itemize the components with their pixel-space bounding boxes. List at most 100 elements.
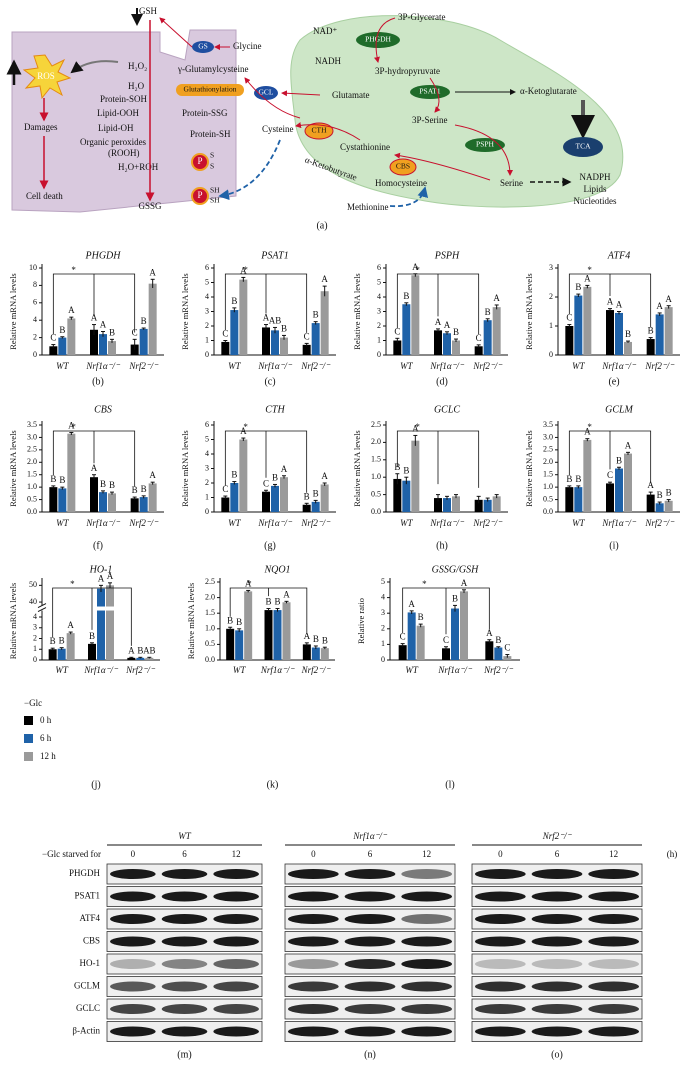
y-tick-label: 1: [381, 639, 385, 648]
y-tick-label: 0: [549, 350, 553, 359]
bar: [311, 323, 320, 355]
y-tick-label: 5: [377, 277, 381, 286]
label: Homocysteine: [375, 178, 427, 188]
bar: [393, 340, 402, 355]
y-tick-label: 4: [381, 592, 385, 601]
blot-band: [588, 869, 640, 879]
blot-band: [344, 1026, 396, 1037]
panel-label: (n): [364, 1049, 376, 1060]
significance-letter: A: [149, 267, 156, 277]
x-tick-label: Nrf2⁻/⁻: [128, 518, 159, 528]
x-tick-label: Nrf1α⁻/⁻: [257, 518, 292, 528]
bar: [262, 491, 270, 512]
significance-letter: A: [616, 300, 623, 310]
x-tick-label: Nrf1α⁻/⁻: [437, 665, 472, 675]
blot-band: [531, 936, 583, 947]
y-tick-label: 3: [377, 306, 381, 315]
western-blots: WT 0 6 12 (m) Nrf1α⁻/⁻ 0 6 12 (n) Nrf2⁻/⁻ 0 6 12 (o) −G…: [42, 831, 677, 1060]
x-tick-label: WT: [56, 518, 69, 528]
y-tick-label: 2.5: [371, 420, 381, 429]
time-label: 0: [131, 849, 136, 859]
label: PSAT1: [419, 87, 441, 96]
chart-title: PSPH: [434, 250, 460, 261]
blot-band: [213, 869, 259, 879]
y-tick-label: 0.0: [205, 655, 215, 664]
bar: [280, 337, 288, 355]
significance-letter: B: [50, 636, 56, 646]
bar: [442, 648, 450, 660]
label: Cysteine: [262, 124, 294, 134]
chart-title: CTH: [265, 404, 285, 415]
bar: [302, 344, 311, 355]
label: Protein-SOH: [100, 94, 148, 104]
label: Organic peroxides: [80, 137, 147, 147]
significance-letter: B: [281, 323, 287, 333]
y-tick-label: 1.5: [371, 455, 381, 464]
bar: [239, 439, 248, 512]
significance-letter: B: [313, 634, 319, 644]
y-tick-label: 2: [549, 292, 553, 301]
protein-icon: [191, 187, 209, 205]
label: CTH: [312, 126, 328, 135]
x-tick-label: Nrf2⁻/⁻: [300, 518, 331, 528]
arrow: [389, 186, 429, 208]
bar: [492, 307, 501, 355]
chart-title: PSAT1: [260, 250, 288, 261]
x-tick-label: Nrf2⁻/⁻: [472, 361, 503, 371]
enzyme: [410, 85, 450, 99]
label: 3P-Glycerate: [398, 12, 445, 22]
bar: [67, 318, 76, 355]
blot-band: [531, 981, 583, 992]
significance-letter: A: [100, 320, 107, 330]
label: H₂O₂: [128, 61, 147, 71]
glutathionylation-box: [176, 84, 244, 96]
significance-letter: B: [59, 325, 65, 335]
chart-title: ATF4: [607, 250, 630, 261]
bar: [239, 279, 248, 355]
comparison-bracket: [52, 587, 132, 646]
bar: [646, 494, 655, 512]
arrow: [244, 77, 301, 119]
bar: [460, 591, 468, 660]
panel-label: (c): [264, 376, 275, 387]
label: Cystathionine: [340, 142, 390, 152]
significance-letter: A: [444, 320, 451, 330]
blot-band: [531, 1026, 583, 1037]
blot-band: [109, 1004, 156, 1014]
arrow: [218, 139, 281, 200]
significance-letter: B: [272, 473, 278, 483]
comparison-bracket: [568, 273, 652, 328]
significance-letter: B: [100, 479, 106, 489]
y-tick-label: 5: [205, 434, 209, 443]
blot-band: [109, 936, 156, 947]
x-tick-label: Nrf2⁻/⁻: [472, 518, 503, 528]
bar: [583, 286, 592, 355]
y-tick-label: 0: [205, 350, 209, 359]
pathway-diagram: ROS GSH GS Glycine γ-Glutamylcysteine H₂…: [6, 6, 624, 231]
y-tick-label: 1: [377, 335, 381, 344]
significance-letter: A: [91, 463, 98, 473]
chart-title: NQO1: [263, 564, 290, 575]
bar: [230, 483, 239, 512]
label: SH: [210, 196, 220, 205]
panel-label: (f): [93, 540, 103, 551]
significance-letter: C: [504, 643, 510, 653]
significance-letter: C: [476, 333, 482, 343]
bar: [282, 602, 291, 660]
blot-band: [344, 914, 396, 924]
bar: [565, 326, 574, 355]
significance-letter: A: [91, 313, 98, 323]
chart-title: GSSG/GSH: [432, 564, 479, 575]
bar: [148, 283, 157, 355]
bar: [106, 585, 114, 660]
label: Methionine: [347, 202, 389, 212]
row-label: PHGDH: [69, 868, 101, 878]
bar: [474, 499, 483, 512]
blot-frame: [471, 953, 643, 975]
blot-band: [588, 1026, 640, 1037]
comparison-bracket: [224, 430, 308, 493]
bar: [492, 496, 501, 512]
label: Protein-SH: [190, 129, 231, 139]
x-tick-label: Nrf2⁻/⁻: [300, 361, 331, 371]
y-axis-label: Relative mRNA levels: [524, 273, 534, 350]
